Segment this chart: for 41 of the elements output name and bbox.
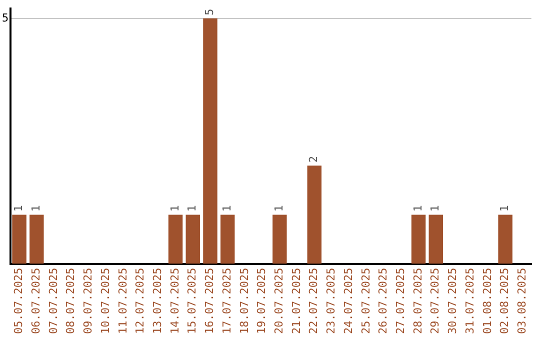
x-tick-label: 25.07.2025: [359, 268, 372, 334]
x-tick-label: 15.07.2025: [186, 268, 199, 334]
x-tick-label: 30.07.2025: [446, 268, 460, 334]
data-label: 1: [411, 205, 424, 212]
x-tick-label: 26.07.2025: [376, 268, 390, 334]
data-label: 1: [186, 205, 199, 212]
x-tick-label: 22.07.2025: [307, 268, 320, 334]
x-tick-label: 24.07.2025: [342, 268, 355, 334]
x-tick-label: 23.07.2025: [324, 268, 338, 334]
x-tick-label: 20.07.2025: [272, 268, 286, 334]
data-label: 2: [307, 156, 320, 163]
x-tick-label: 18.07.2025: [238, 268, 251, 334]
x-tick-label: 08.07.2025: [64, 268, 78, 334]
x-tick-label: 11.07.2025: [116, 268, 130, 334]
x-tick-label: 14.07.2025: [168, 268, 182, 334]
x-tick-label: 07.07.2025: [46, 268, 60, 334]
x-tick-label: 10.07.2025: [98, 268, 112, 334]
x-tick-label: 06.07.2025: [30, 268, 43, 334]
x-tick-label: 29.07.2025: [428, 268, 442, 334]
x-tick-label: 17.07.2025: [220, 268, 234, 334]
data-label: 1: [12, 205, 26, 212]
x-tick-label: 31.07.2025: [463, 268, 476, 334]
x-tick-label: 03.08.2025: [516, 268, 529, 334]
x-tick-label: 12.07.2025: [134, 268, 147, 334]
x-tick-label: 21.07.2025: [290, 268, 303, 334]
data-label: 1: [498, 205, 512, 212]
data-label: 1: [428, 205, 442, 212]
x-tick-label: 09.07.2025: [82, 268, 95, 334]
x-tick-label: 05.07.2025: [12, 268, 26, 334]
x-tick-label: 13.07.2025: [151, 268, 164, 334]
data-label: 1: [168, 205, 182, 212]
x-tick-label: 19.07.2025: [255, 268, 268, 334]
data-label: 1: [220, 205, 234, 212]
data-label: 1: [272, 205, 286, 212]
x-tick-label: 16.07.2025: [203, 268, 216, 334]
x-tick-label: 02.08.2025: [498, 268, 512, 334]
x-tick-label: 01.08.2025: [480, 268, 494, 334]
data-label: 5: [203, 8, 216, 16]
x-tick-label: 27.07.2025: [394, 268, 408, 334]
data-label: 1: [30, 205, 43, 212]
x-tick-label: 28.07.2025: [411, 268, 424, 334]
